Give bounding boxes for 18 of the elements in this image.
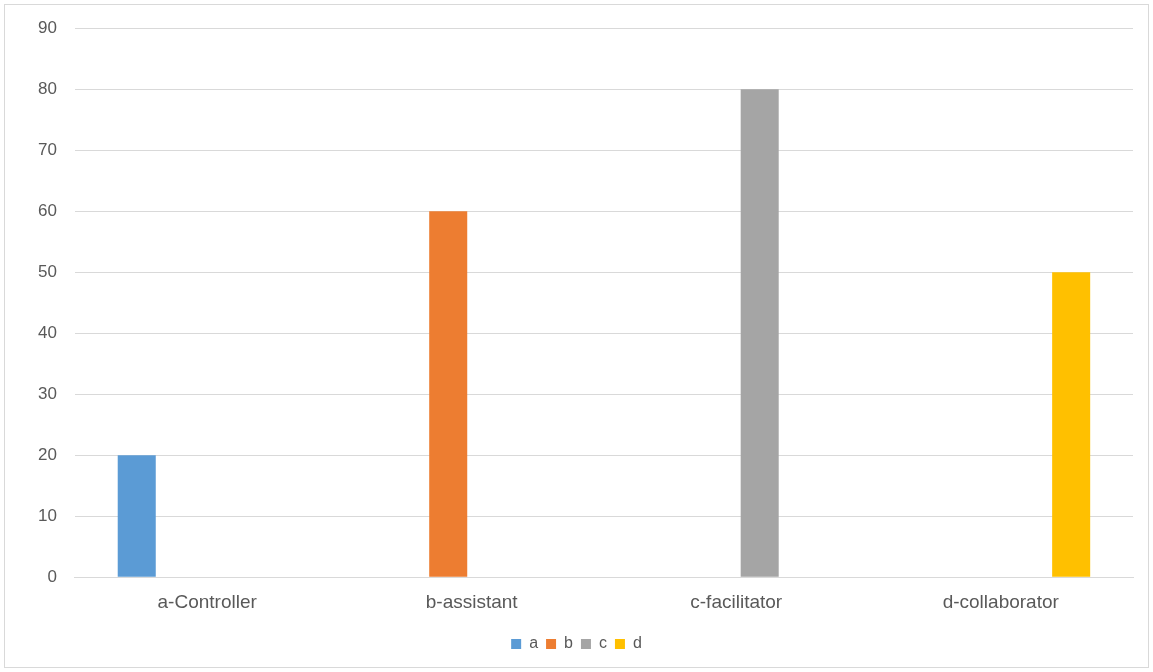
y-tick-label: 90 [37, 17, 57, 37]
y-tick-label: 70 [37, 139, 57, 159]
x-tick-label: d-collaborator [942, 590, 1060, 612]
y-tick-label: 80 [37, 78, 57, 98]
x-tick-label: a-Controller [157, 590, 258, 612]
y-tick-label: 20 [37, 444, 57, 464]
x-tick-label: c-facilitator [690, 590, 783, 612]
legend-label: d [632, 634, 642, 652]
y-tick-label: 10 [37, 505, 57, 525]
legend-label: c [598, 634, 607, 652]
y-tick-label: 0 [47, 566, 57, 586]
legend-label: a [529, 634, 539, 652]
y-tick-label: 30 [37, 383, 57, 403]
y-tick-label: 60 [37, 200, 57, 220]
x-tick-label: b-assistant [425, 590, 519, 612]
y-tick-label: 40 [37, 322, 57, 342]
legend-label: b [564, 634, 574, 652]
y-tick-label: 50 [37, 261, 57, 281]
